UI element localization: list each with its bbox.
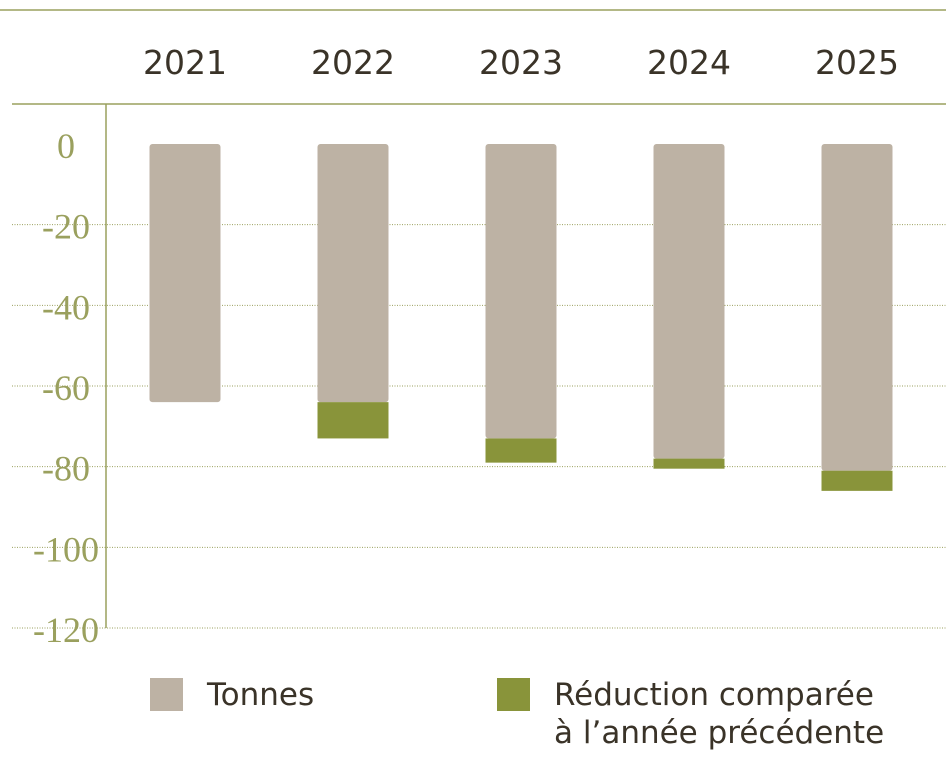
bar-segment [485,438,557,463]
x-tick-label: 2025 [815,43,899,82]
bar-segment [317,402,389,439]
chart: 0 -20 -40 -60 -80 -100 -120 2021 2022 2023 2024 202… [0,9,946,650]
bar-segment [653,144,725,459]
bar-segment [485,144,557,439]
x-tick-label: 2022 [311,43,395,82]
x-tick-label: 2023 [479,43,563,82]
x-tick-label: 2024 [647,43,731,82]
bar-segment [149,144,221,403]
y-tick-label: 0 [57,126,75,166]
x-tick-label: 2021 [143,43,227,82]
y-tick-label: -20 [42,207,90,247]
legend-item: Tonnes [150,676,407,714]
y-tick-label: -80 [42,449,90,489]
y-tick-label: -60 [42,368,90,408]
legend-item: Réduction comparée à l’année précédente [497,676,894,752]
bar-segment [821,470,893,491]
y-tick-label: -40 [42,287,90,327]
legend-swatch [150,678,183,711]
bar-segment [317,144,389,403]
y-tick-label: -120 [33,610,99,650]
legend: Tonnes Réduction comparée à l’année précé… [0,676,946,763]
legend-swatch [497,678,530,711]
bar-segment [821,144,893,471]
legend-label: Tonnes [207,677,315,713]
legend-label: Réduction comparée à l’année précédente [554,677,885,751]
y-tick-label: -100 [33,529,99,569]
bar-segment [653,458,725,469]
